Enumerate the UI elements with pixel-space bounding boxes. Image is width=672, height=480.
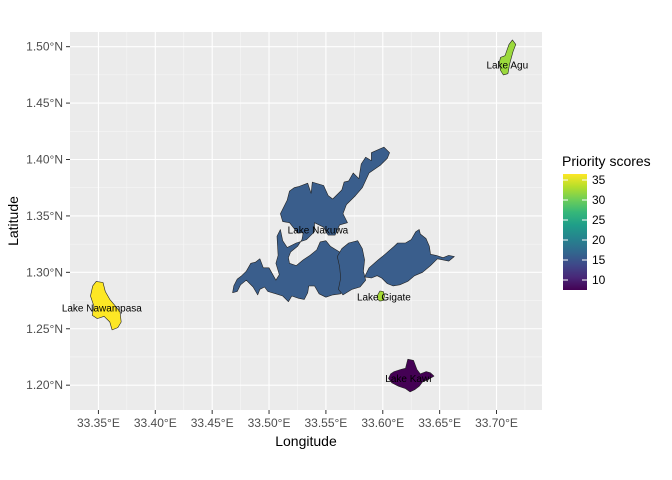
y-tick-label: 1.30°N	[26, 265, 63, 279]
x-tick-label: 33.45°E	[191, 416, 234, 430]
x-tick-label: 33.55°E	[304, 416, 347, 430]
lake-shape-lake-nakuwa	[364, 229, 455, 287]
lake-shape-lake-nakuwa	[336, 240, 367, 296]
lake-label-lake-kawi: Lake Kawi	[385, 374, 431, 385]
x-tick-label: 33.40°E	[134, 416, 177, 430]
x-tick-label: 33.50°E	[248, 416, 291, 430]
x-tick-label: 33.60°E	[361, 416, 404, 430]
legend-title: Priority scores	[562, 153, 651, 169]
y-axis-title: Latitude	[5, 196, 21, 246]
legend-tick-label: 15	[592, 253, 606, 267]
legend-tick-label: 10	[592, 273, 606, 287]
lake-shape-lake-gigate	[376, 290, 385, 302]
lake-shape-lake-agu	[498, 39, 517, 76]
y-tick-label: 1.25°N	[26, 322, 63, 336]
y-tick-label: 1.20°N	[26, 378, 63, 392]
legend-tick-label: 20	[592, 233, 606, 247]
x-axis-title: Longitude	[275, 433, 337, 449]
y-tick-label: 1.35°N	[26, 209, 63, 223]
lake-label-lake-nawampasa: Lake Nawampasa	[62, 303, 142, 314]
legend-tick-label: 30	[592, 193, 606, 207]
legend-colorbar	[563, 174, 587, 290]
x-tick-label: 33.70°E	[475, 416, 518, 430]
gridlines	[70, 32, 542, 410]
lake-label-lake-agu: Lake Agu	[486, 60, 528, 71]
y-tick-label: 1.45°N	[26, 96, 63, 110]
lake-label-lake-gigate: Lake Gigate	[357, 293, 411, 304]
lake-shape-lake-nakuwa	[232, 146, 390, 303]
legend-tick-label: 35	[592, 173, 606, 187]
lake-polygons	[90, 39, 517, 393]
lake-shape-lake-nawampasa	[90, 281, 122, 331]
legend: Priority scores 10 15 20 25 30 35	[562, 153, 651, 290]
y-tick-label: 1.40°N	[26, 153, 63, 167]
lake-shape-lake-kawi	[388, 358, 435, 393]
x-tick-label: 33.35°E	[77, 416, 120, 430]
lake-label-lake-nakuwa: Lake Nakuwa	[288, 226, 349, 237]
x-tick-label: 33.65°E	[418, 416, 461, 430]
legend-tick-label: 25	[592, 213, 606, 227]
y-axis: 1.20°N 1.25°N 1.30°N 1.35°N 1.40°N 1.45°N 1.50…	[26, 40, 70, 392]
x-axis: 33.35°E 33.40°E 33.45°E 33.50°E 33.55°E 33.60…	[77, 410, 518, 430]
legend-ticks: 10 15 20 25 30 35	[563, 173, 606, 287]
y-tick-label: 1.50°N	[26, 40, 63, 54]
lake-labels: Lake Agu Lake Nawampasa Lake Nakuwa Lake Gi…	[62, 60, 528, 385]
